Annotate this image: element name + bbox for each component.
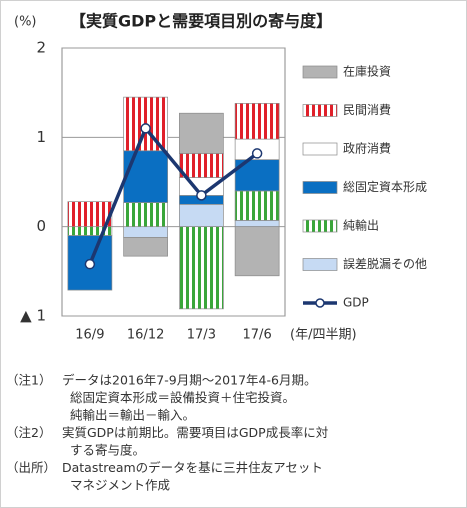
- bar-segment: [234, 190, 280, 221]
- y-unit: (%): [14, 15, 37, 30]
- y-tick-label: ▲ 1: [20, 307, 46, 325]
- y-tick-label: 2: [36, 39, 46, 57]
- bar-segment: [179, 112, 224, 154]
- line: [88, 125, 259, 265]
- line-marker: [140, 123, 151, 134]
- note-label: （注2）: [6, 425, 51, 440]
- legend-marker: [315, 298, 325, 308]
- note-text: 総固定資本形成＝設備投資＋住宅投資。: [70, 390, 295, 405]
- x-tick-label: 17/6: [243, 328, 272, 343]
- legend-swatch: [302, 219, 338, 233]
- x-unit: (年/四半期): [290, 328, 357, 343]
- bar-segment: [234, 220, 280, 228]
- legend-swatch: [302, 181, 338, 194]
- line-marker: [84, 258, 96, 270]
- note-text: する寄与度。: [70, 443, 145, 458]
- note-label: （出所）: [6, 460, 56, 475]
- x-tick-label: 16/12: [127, 328, 164, 343]
- x-tick-label: 16/9: [75, 328, 104, 343]
- note-text: Datastreamのデータを基に三井住友アセット: [62, 460, 323, 475]
- note-text: 実質GDPは前期比。需要項目はGDP成長率に対: [62, 425, 328, 440]
- legend-label: GDP: [343, 296, 369, 310]
- bar-segment: [179, 153, 224, 178]
- note-text: データは2016年7-9月期～2017年4-6月期。: [62, 373, 316, 388]
- legend-swatch: [302, 258, 338, 271]
- chart-title: 【実質GDPと需要項目別の寄与度】: [70, 12, 332, 31]
- bar-segment: [234, 226, 280, 277]
- bar-segment: [123, 202, 168, 228]
- legend-label: 在庫投資: [343, 64, 391, 79]
- legend-label: 民間消費: [343, 102, 391, 117]
- legend-swatch: [302, 142, 338, 156]
- line-marker: [196, 190, 207, 201]
- legend-swatch: [302, 65, 338, 79]
- bar-segment: [123, 226, 168, 238]
- bar-segment: [123, 150, 168, 203]
- legend-swatch: [302, 104, 338, 117]
- x-tick-label: 17/3: [187, 328, 216, 343]
- bar-segment: [179, 226, 224, 310]
- legend-label: 誤差脱漏その他: [343, 256, 427, 271]
- note-text: 純輸出＝輸出－輸入。: [70, 408, 195, 423]
- note-text: マネジメント作成: [70, 478, 170, 493]
- bar-segment: [234, 103, 280, 140]
- legend-label: 純輸出: [343, 218, 379, 233]
- y-tick-label: 0: [36, 217, 46, 235]
- note-label: （注1）: [6, 373, 51, 388]
- y-tick-label: 1: [36, 128, 46, 146]
- bar-segment: [123, 237, 168, 257]
- legend-label: 総固定資本形成: [343, 179, 427, 194]
- bar-segment: [67, 201, 113, 228]
- line-marker: [251, 148, 263, 159]
- bar-segment: [179, 203, 224, 228]
- legend-label: 政府消費: [343, 141, 391, 156]
